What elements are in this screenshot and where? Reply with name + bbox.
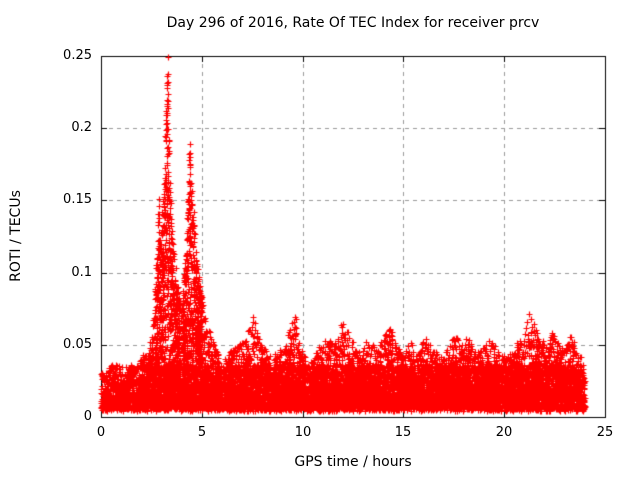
y-tick-label: 0 (83, 409, 92, 424)
y-tick-label: 0.05 (63, 337, 92, 352)
chart-title: Day 296 of 2016, Rate Of TEC Index for r… (166, 15, 540, 31)
x-tick-label: 20 (495, 425, 513, 440)
x-tick-label: 25 (596, 425, 614, 440)
x-axis-label: GPS time / hours (294, 454, 412, 470)
y-tick-label: 0.1 (71, 265, 92, 280)
x-tick-label: 0 (96, 425, 106, 440)
x-tick-label: 5 (197, 425, 207, 440)
x-tick-label: 15 (394, 425, 412, 440)
y-tick-label: 0.25 (63, 48, 92, 63)
y-tick-label: 0.15 (63, 192, 92, 207)
x-tick-label: 10 (294, 425, 312, 440)
y-tick-label: 0.2 (71, 120, 92, 135)
